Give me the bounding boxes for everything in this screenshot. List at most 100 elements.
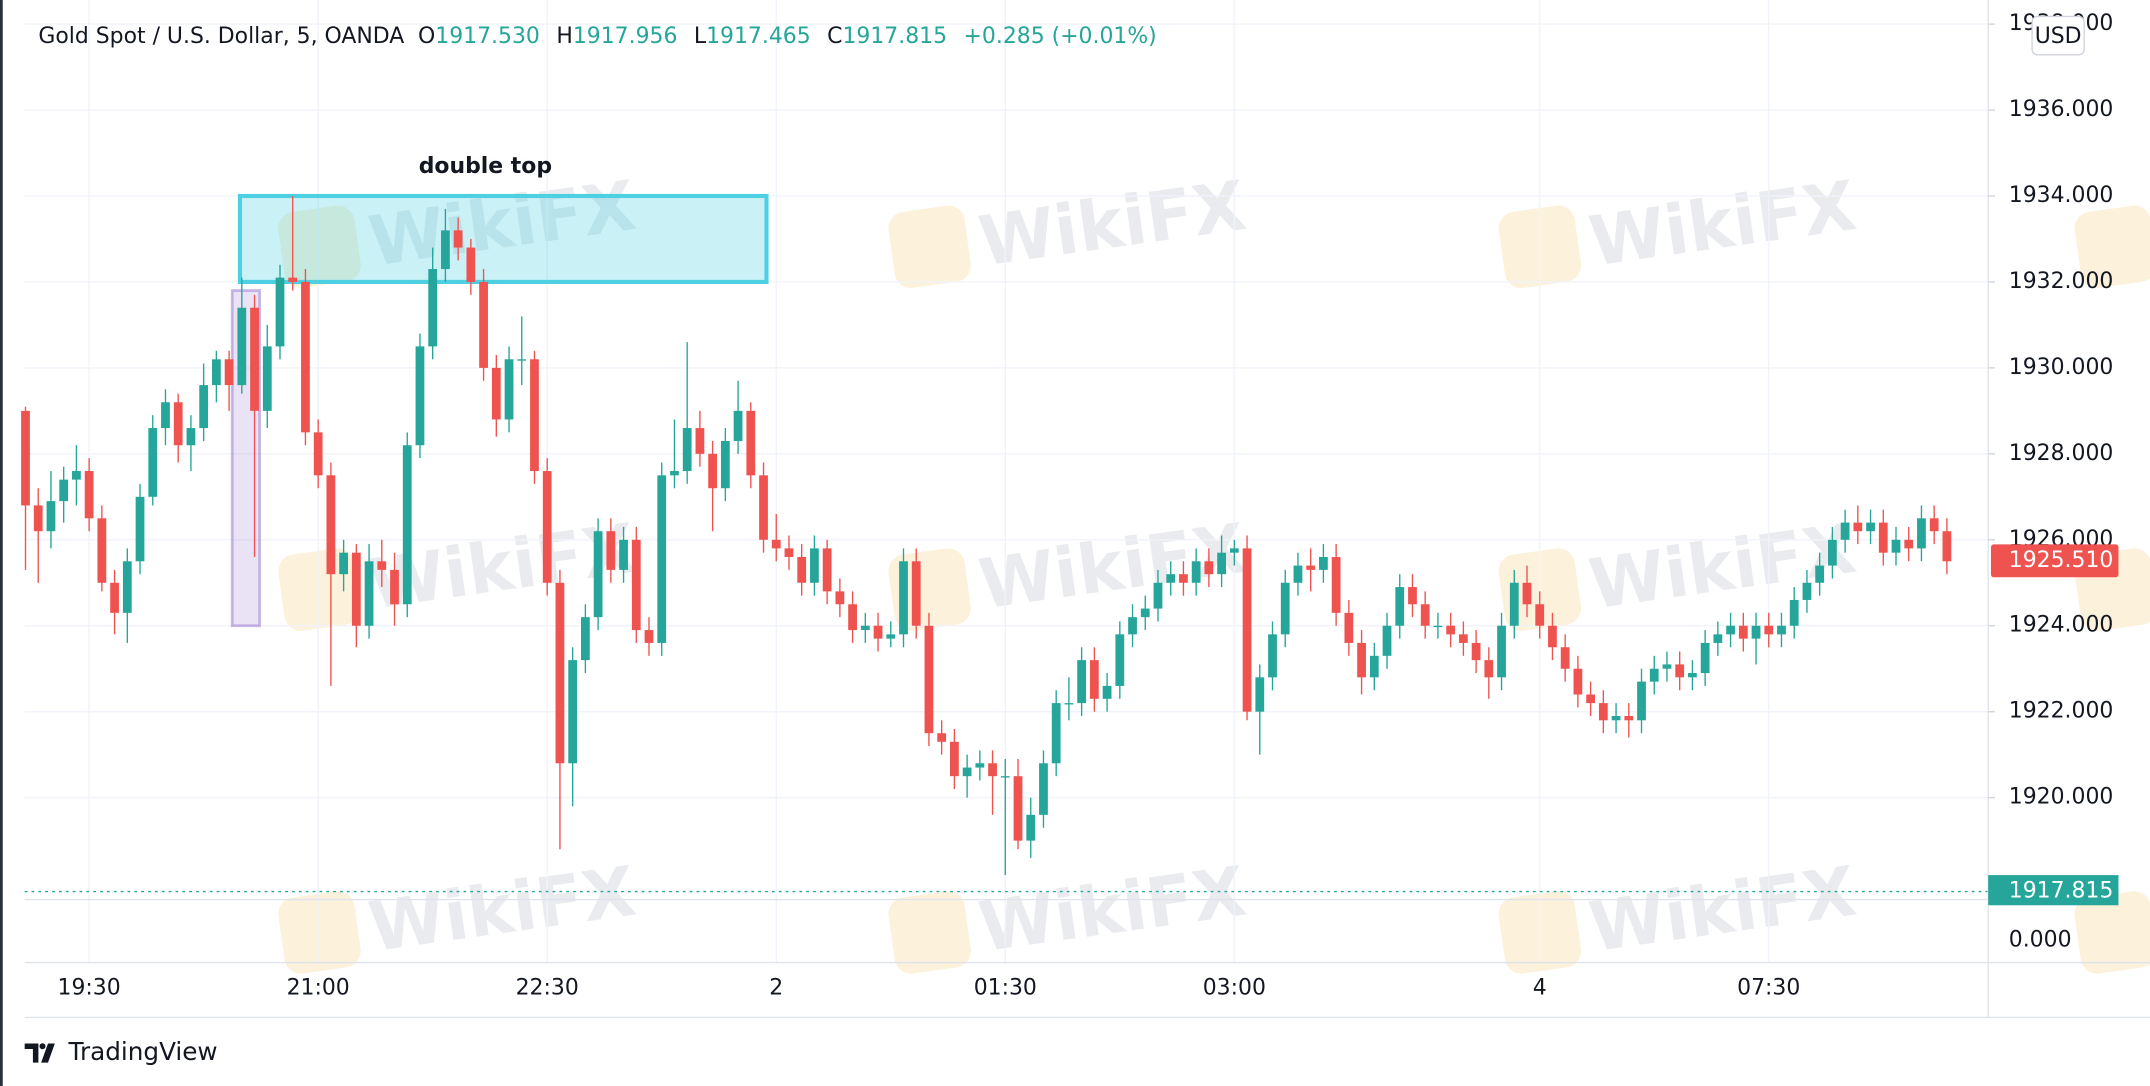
candle-body (899, 561, 908, 635)
candle-body (1382, 625, 1392, 656)
low-value: 1917.465 (706, 24, 811, 49)
candle-body (59, 479, 69, 502)
candle-body (1726, 625, 1735, 635)
candle-body (1649, 668, 1659, 682)
left-edge (0, 0, 3, 1086)
brand: TradingView (68, 1037, 218, 1066)
candle-body (1637, 681, 1646, 721)
candle-body (810, 548, 819, 583)
candle-body (1573, 668, 1583, 695)
low-label: L (694, 24, 707, 49)
y-tick-label: 1924.000 (2009, 613, 2114, 638)
candle-body (1344, 612, 1354, 643)
candle-body (1013, 776, 1023, 841)
candle-body (504, 359, 514, 420)
candle-body (619, 539, 628, 570)
candle-body (1242, 548, 1252, 712)
candle-body (1789, 599, 1799, 626)
candle-body (1229, 548, 1239, 553)
close-badge-label: 1917.815 (2009, 879, 2114, 904)
candle-body (186, 428, 196, 446)
candle-body (555, 582, 565, 764)
candle-body (759, 475, 768, 540)
candle-body (453, 230, 463, 248)
candle-body (835, 591, 845, 605)
candle-body (262, 346, 272, 411)
header: Gold Spot / U.S. Dollar, 5, OANDA O 1917… (38, 24, 1156, 49)
candle-body (580, 617, 590, 661)
candle-body (122, 561, 132, 613)
candle-body (1586, 694, 1596, 704)
candle-body (886, 634, 896, 639)
close-label: C (827, 24, 842, 49)
candle-body (1000, 776, 1010, 778)
currency[interactable]: USD (2035, 24, 2082, 49)
candle-body (568, 660, 578, 764)
watermark-icon (2074, 891, 2150, 974)
candle-body (1433, 625, 1443, 628)
candle-body (84, 471, 94, 519)
candle-body (491, 367, 501, 420)
close-value: 1917.815 (842, 24, 947, 49)
candle-body (46, 501, 56, 532)
candle-body (313, 432, 323, 476)
candle-body (911, 561, 921, 626)
watermark-icon (888, 891, 971, 974)
candle-body (542, 471, 552, 583)
candle-body (988, 763, 997, 777)
candle-body (1891, 539, 1901, 553)
candle-body (1115, 634, 1125, 686)
candle-body (1484, 660, 1494, 678)
candle-body (1777, 625, 1786, 635)
watermark-icon (278, 548, 361, 631)
watermark-icon (888, 205, 971, 289)
currency-button[interactable] (2031, 15, 2085, 56)
candle-body (517, 359, 527, 361)
candle-body (1140, 608, 1150, 618)
x-tick-label: 22:30 (516, 976, 579, 1001)
candle-body (937, 733, 947, 742)
y-tick-label: 1936.000 (2009, 97, 2114, 122)
candle-body (1153, 582, 1163, 609)
candle-body (1420, 604, 1430, 626)
candle-body (1764, 625, 1774, 635)
y-tick-label: 1928.000 (2009, 441, 2114, 466)
change: +0.285 (+0.01%) (964, 24, 1157, 49)
candle-body (822, 548, 832, 592)
x-tick-label: 19:30 (58, 976, 121, 1001)
candle-body (593, 531, 603, 618)
candle-body (746, 410, 756, 476)
candle-body (848, 604, 857, 631)
candle-body (1051, 703, 1061, 764)
last-price-label: 1925.510 (2009, 548, 2114, 573)
watermark-icon (278, 891, 361, 974)
candle-body (1191, 561, 1201, 583)
candle-body (237, 307, 247, 386)
last-price-badge (1990, 544, 2119, 578)
candle-body (161, 402, 170, 429)
candle-body (33, 505, 43, 532)
candle-body (1357, 642, 1366, 678)
candle-body (377, 561, 387, 570)
candle-body (924, 625, 934, 734)
candle-body (1319, 556, 1328, 570)
candle-body (670, 471, 679, 476)
candle-body (1446, 625, 1456, 635)
candle-body (1929, 518, 1939, 532)
candle-body (962, 767, 972, 777)
candle-body (339, 552, 349, 575)
candle-body (1077, 660, 1087, 704)
candle-body (1751, 625, 1761, 639)
candle-body (1675, 664, 1685, 678)
candle-body (1662, 664, 1672, 669)
candle-body (1217, 552, 1226, 575)
candle-body (72, 471, 81, 480)
candle-body (720, 440, 730, 489)
candle-body (97, 518, 107, 583)
x-tick-label: 03:00 (1203, 976, 1266, 1001)
candle-body (224, 359, 234, 386)
double-top-zone (237, 193, 769, 284)
candle-body (733, 410, 743, 441)
